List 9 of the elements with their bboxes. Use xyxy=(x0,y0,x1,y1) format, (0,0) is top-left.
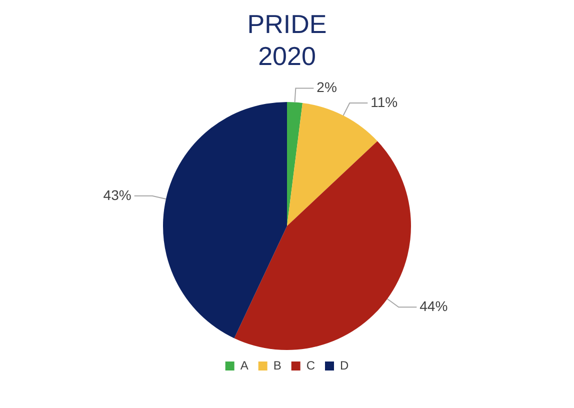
data-label: 44% xyxy=(420,298,448,314)
legend-label: C xyxy=(306,358,316,372)
legend-label: A xyxy=(240,358,248,372)
legend-label: D xyxy=(340,358,350,372)
data-label: 2% xyxy=(316,79,337,96)
legend-label: B xyxy=(273,358,282,372)
data-label: 11% xyxy=(370,94,398,110)
data-label: 43% xyxy=(103,186,132,203)
chart-title: PRIDE 2020 xyxy=(246,8,328,72)
